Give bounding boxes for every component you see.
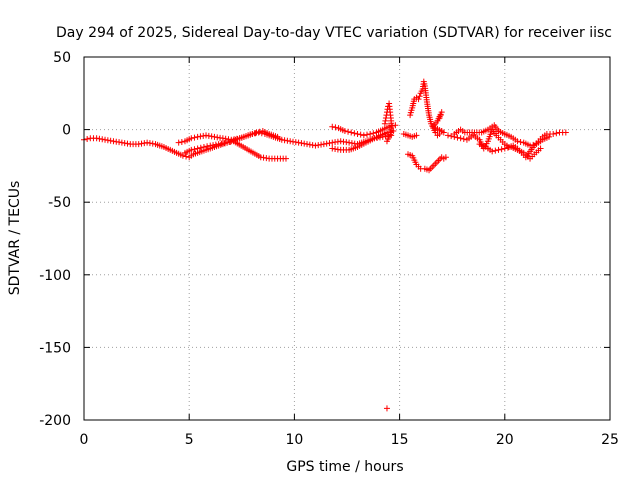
data-point [191,134,198,141]
data-point [562,129,569,136]
data-point [436,114,443,121]
data-point [204,143,211,150]
x-tick-label: 15 [391,432,409,448]
data-point [448,133,455,140]
data-point [454,134,461,141]
data-point [492,147,499,154]
data-point [178,138,185,145]
data-point [437,112,444,119]
data-point [224,139,231,146]
data-point [381,120,388,127]
data-point [274,133,281,140]
data-point [415,96,422,103]
x-tick-label: 20 [496,432,514,448]
data-point [438,109,445,116]
data-points [81,78,569,412]
data-point [444,132,451,139]
data-point [530,141,537,148]
data-point [363,131,370,138]
y-axis-label: SDTVAR / TECUs [7,181,23,296]
data-point [489,148,496,155]
x-tick-label: 0 [80,432,89,448]
data-point [460,136,467,143]
data-point [341,128,348,135]
data-point [416,93,423,100]
data-point [553,130,560,137]
data-point [183,153,190,160]
data-point [367,130,374,137]
data-point [550,130,557,137]
y-tick-label: -150 [39,340,71,356]
data-point [348,129,355,136]
data-point [383,138,390,145]
y-tick-label: 50 [53,50,71,66]
data-point [197,144,204,151]
data-point [227,138,234,145]
data-point [188,146,195,153]
data-point [360,132,367,139]
data-point [517,138,524,145]
data-point [200,144,207,151]
data-point [191,146,198,153]
y-tick-label: -100 [39,268,71,284]
data-point [332,124,339,131]
data-point [498,146,505,153]
data-point [351,130,358,137]
x-tick-labels: 0 5 10 15 20 25 [80,432,619,448]
data-point [345,128,352,135]
data-point [514,138,521,145]
data-point [194,145,201,152]
data-point [175,139,182,146]
x-tick-label: 10 [285,432,303,448]
data-point [188,135,195,142]
y-tick-label: -50 [48,195,71,211]
axis-ticks [83,56,611,421]
data-point [370,130,377,137]
data-point [545,133,552,140]
data-point [382,117,389,124]
data-point [383,405,390,412]
data-point [501,145,508,152]
grid-lines [84,57,610,420]
y-tick-labels: -200 -150 -100 -50 0 50 [39,50,71,429]
x-tick-label: 25 [601,432,619,448]
data-point [457,135,464,142]
plot-frame [83,56,611,421]
y-tick-label: 0 [62,123,71,139]
data-point [495,146,502,153]
data-point [504,144,511,151]
data-point [253,129,260,136]
data-point [442,154,449,161]
data-point [527,142,534,149]
data-point [357,131,364,138]
data-point [84,136,91,143]
data-point [282,155,289,162]
data-point [413,132,420,139]
data-point [354,130,361,137]
chart-title: Day 294 of 2025, Sidereal Day-to-day VTE… [56,25,612,41]
x-axis-label: GPS time / hours [286,459,403,475]
data-point [329,123,336,130]
data-point [256,128,263,135]
data-point [537,145,544,152]
y-tick-label: -200 [39,413,71,429]
x-tick-label: 5 [185,432,194,448]
